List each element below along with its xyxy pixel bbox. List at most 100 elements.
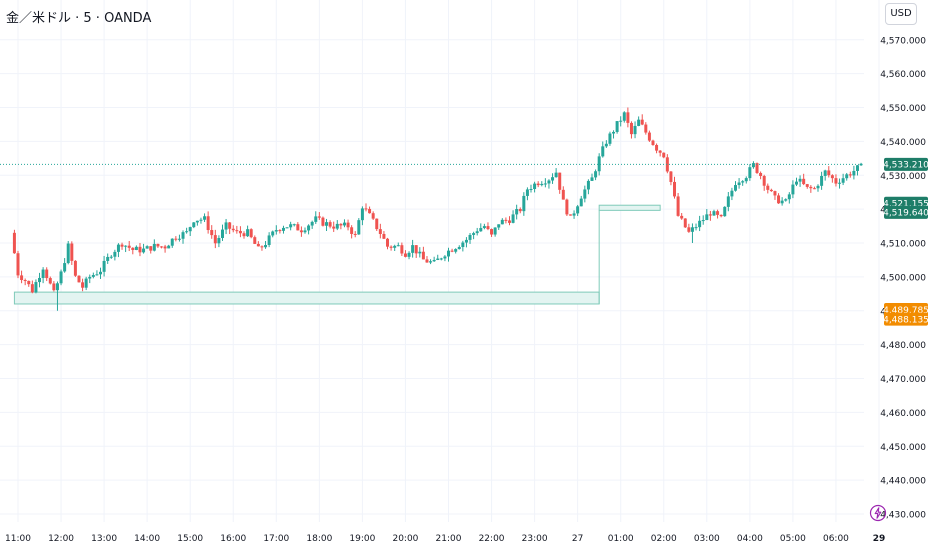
candle-up	[551, 177, 555, 181]
candle-up	[820, 175, 824, 186]
candle-up	[525, 189, 529, 196]
candle-down	[687, 227, 691, 232]
candle-down	[16, 253, 20, 276]
candle-down	[120, 244, 124, 247]
candle-up	[457, 247, 461, 250]
candle-up	[91, 274, 95, 277]
candle-down	[127, 245, 131, 248]
candle-up	[95, 274, 99, 276]
candle-down	[802, 178, 806, 185]
candle-up	[38, 277, 42, 283]
x-tick-label: 14:00	[134, 534, 160, 544]
currency-button[interactable]: USD	[885, 3, 917, 25]
candle-up	[604, 143, 608, 147]
candle-up	[84, 278, 88, 288]
candle-down	[48, 278, 52, 284]
candle-up	[730, 190, 734, 197]
candle-down	[156, 243, 160, 247]
candle-up	[432, 259, 436, 262]
candle-down	[382, 233, 386, 239]
price-badge-label: 4,519.640	[883, 209, 929, 219]
candle-up	[612, 131, 616, 134]
candle-up	[407, 252, 411, 257]
price-badge-label: 4,521.155	[883, 200, 929, 210]
x-tick-label: 11:00	[5, 534, 31, 544]
price-badge	[884, 157, 928, 171]
time-axis[interactable]: 11:00 12:00 13:00 14:00 15:00 16:00 17:00 18:00…	[5, 534, 885, 544]
candle-up	[264, 244, 268, 248]
candle-down	[228, 222, 232, 229]
candle-up	[540, 183, 544, 186]
candle-down	[507, 220, 511, 223]
candle-up	[698, 220, 702, 228]
candle-down	[812, 188, 816, 190]
candle-down	[174, 238, 178, 240]
candle-up	[454, 249, 458, 252]
candle-down	[425, 259, 429, 263]
symbol-title[interactable]: 金／米ドル · 5 · OANDA	[6, 11, 152, 26]
lightning-icon[interactable]	[869, 504, 887, 522]
price-axis[interactable]: 4,430.000 4,440.000 4,450.000 4,460.000 4,47…	[880, 36, 926, 520]
candle-up	[472, 233, 476, 235]
candle-up	[787, 194, 791, 200]
candle-up	[737, 182, 741, 186]
candle-up	[852, 170, 856, 176]
candle-up	[572, 213, 576, 216]
candle-down	[299, 230, 303, 233]
candle-down	[256, 243, 260, 247]
candle-down	[655, 144, 659, 151]
candle-down	[70, 243, 74, 261]
x-tick-label: 01:00	[608, 534, 634, 544]
grid-lines	[0, 0, 880, 522]
candle-up	[393, 245, 397, 248]
x-tick-label: 22:00	[479, 534, 505, 544]
candle-up	[597, 156, 601, 172]
candle-down	[278, 230, 282, 232]
y-tick-label: 4,450.000	[880, 443, 926, 453]
candle-down	[368, 208, 372, 214]
candle-up	[63, 263, 67, 272]
candle-up	[188, 227, 192, 232]
candle-up	[608, 133, 612, 144]
x-tick-label: 05:00	[780, 534, 806, 544]
candle-up	[195, 220, 199, 223]
candle-down	[350, 227, 354, 234]
candle-up	[791, 184, 795, 195]
candle-up	[576, 206, 580, 214]
candle-up	[780, 200, 784, 204]
candle-up	[274, 230, 278, 232]
x-tick-label: 13:00	[91, 534, 117, 544]
candle-up	[816, 185, 820, 189]
candle-up	[583, 189, 587, 199]
candle-up	[586, 180, 590, 190]
candle-down	[827, 170, 831, 176]
candle-up	[482, 226, 486, 229]
candle-up	[461, 242, 465, 248]
candle-up	[145, 246, 149, 249]
y-tick-label: 4,440.000	[880, 477, 926, 487]
candle-up	[579, 198, 583, 207]
candle-down	[131, 247, 135, 251]
x-tick-label: 21:00	[436, 534, 462, 544]
candle-down	[249, 229, 253, 238]
candle-down	[647, 132, 651, 141]
lower_zone	[13, 291, 600, 305]
candle-down	[762, 176, 766, 186]
candle-up	[464, 239, 468, 243]
candle-down	[558, 172, 562, 190]
candle-down	[809, 186, 813, 189]
x-tick-label: 29	[873, 534, 886, 544]
candle-down	[213, 235, 217, 244]
candle-up	[41, 269, 45, 278]
candle-up	[102, 260, 106, 272]
candle-down	[504, 219, 508, 221]
candle-down	[658, 150, 662, 153]
candle-down	[568, 214, 572, 216]
candle-down	[673, 181, 677, 197]
x-tick-label: 17:00	[263, 534, 289, 544]
candle-up	[493, 227, 497, 235]
candle-up	[124, 245, 128, 247]
candle-down	[640, 119, 644, 125]
